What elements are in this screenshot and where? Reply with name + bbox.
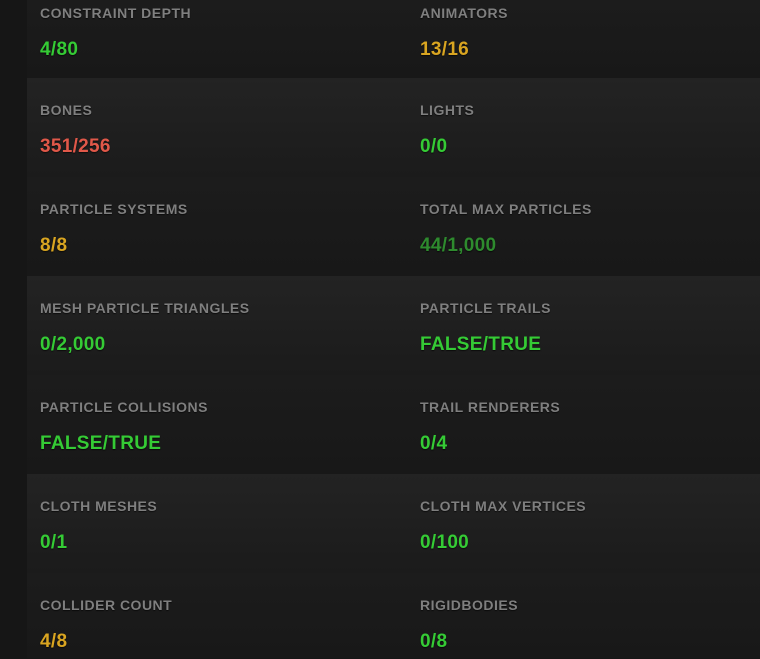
stat-label: TRAIL RENDERERS bbox=[420, 399, 561, 415]
stat-cell: CLOTH MAX VERTICES 0/100 bbox=[380, 474, 760, 573]
stat-label: CONSTRAINT DEPTH bbox=[40, 5, 192, 21]
stat-cell: ANIMATORS 13/16 bbox=[380, 0, 760, 78]
stat-cell: PARTICLE SYSTEMS 8/8 bbox=[0, 177, 380, 276]
stat-label: PARTICLE COLLISIONS bbox=[40, 399, 208, 415]
stats-row: CONSTRAINT DEPTH 4/80 ANIMATORS 13/16 bbox=[0, 0, 760, 78]
stat-value: 351/256 bbox=[40, 136, 111, 157]
stats-row: PARTICLE COLLISIONS FALSE/TRUE TRAIL REN… bbox=[0, 375, 760, 474]
stat-value: 0/1 bbox=[40, 532, 68, 553]
stat-cell: TRAIL RENDERERS 0/4 bbox=[380, 375, 760, 474]
stat-label: RIGIDBODIES bbox=[420, 597, 519, 613]
stat-value: 0/0 bbox=[420, 136, 448, 157]
stat-value: 4/8 bbox=[40, 631, 68, 652]
stat-cell: MESH PARTICLE TRIANGLES 0/2,000 bbox=[0, 276, 380, 375]
stat-cell: CLOTH MESHES 0/1 bbox=[0, 474, 380, 573]
stat-value: 0/4 bbox=[420, 433, 448, 454]
stat-cell: PARTICLE COLLISIONS FALSE/TRUE bbox=[0, 375, 380, 474]
stat-label: LIGHTS bbox=[420, 102, 475, 118]
stat-value: 4/80 bbox=[40, 39, 79, 60]
stats-row: MESH PARTICLE TRIANGLES 0/2,000 PARTICLE… bbox=[0, 276, 760, 375]
stats-row: CLOTH MESHES 0/1 CLOTH MAX VERTICES 0/10… bbox=[0, 474, 760, 573]
stat-label: TOTAL MAX PARTICLES bbox=[420, 201, 592, 217]
stats-row: PARTICLE SYSTEMS 8/8 TOTAL MAX PARTICLES… bbox=[0, 177, 760, 276]
stat-label: BONES bbox=[40, 102, 93, 118]
stat-cell: LIGHTS 0/0 bbox=[380, 78, 760, 177]
stat-value: 0/8 bbox=[420, 631, 448, 652]
stat-label: MESH PARTICLE TRIANGLES bbox=[40, 300, 250, 316]
stat-cell: BONES 351/256 bbox=[0, 78, 380, 177]
stat-label: PARTICLE SYSTEMS bbox=[40, 201, 188, 217]
stat-label: PARTICLE TRAILS bbox=[420, 300, 551, 316]
stat-cell: RIGIDBODIES 0/8 bbox=[380, 573, 760, 658]
stat-cell: CONSTRAINT DEPTH 4/80 bbox=[0, 0, 380, 78]
stats-row: BONES 351/256 LIGHTS 0/0 bbox=[0, 78, 760, 177]
stat-label: CLOTH MESHES bbox=[40, 498, 158, 514]
stat-cell: COLLIDER COUNT 4/8 bbox=[0, 573, 380, 658]
stat-value: 8/8 bbox=[40, 235, 68, 256]
stats-row: COLLIDER COUNT 4/8 RIGIDBODIES 0/8 bbox=[0, 573, 760, 658]
stat-value: FALSE/TRUE bbox=[420, 334, 542, 355]
stat-label: COLLIDER COUNT bbox=[40, 597, 173, 613]
stat-label: CLOTH MAX VERTICES bbox=[420, 498, 587, 514]
stat-cell: PARTICLE TRAILS FALSE/TRUE bbox=[380, 276, 760, 375]
stat-value: 0/100 bbox=[420, 532, 470, 553]
stat-value: 44/1,000 bbox=[420, 235, 497, 256]
stat-value: FALSE/TRUE bbox=[40, 433, 162, 454]
stat-value: 0/2,000 bbox=[40, 334, 106, 355]
stat-cell: TOTAL MAX PARTICLES 44/1,000 bbox=[380, 177, 760, 276]
stat-label: ANIMATORS bbox=[420, 5, 508, 21]
stat-value: 13/16 bbox=[420, 39, 470, 60]
